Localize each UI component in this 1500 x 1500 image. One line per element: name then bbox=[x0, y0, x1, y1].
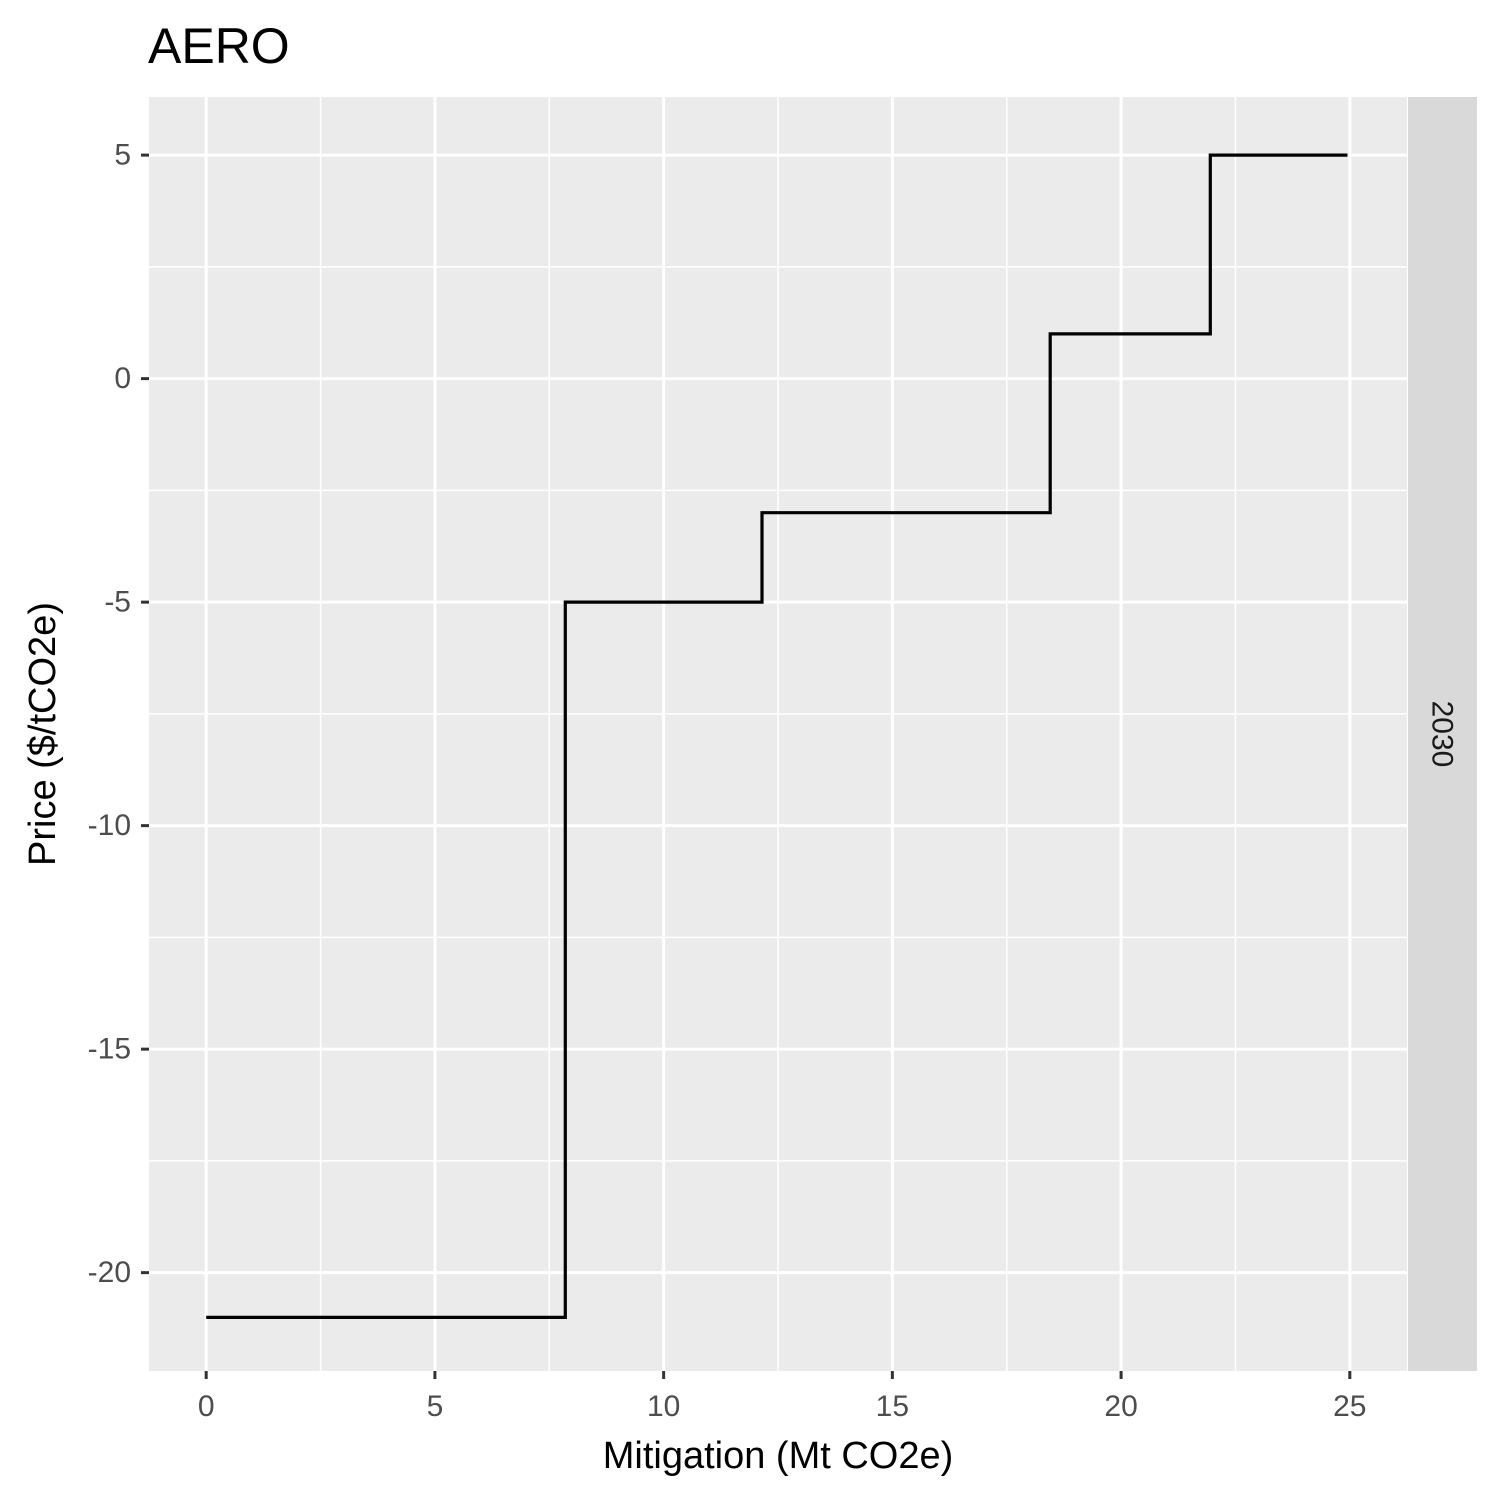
y-tick-label: -20 bbox=[88, 1256, 131, 1289]
facet-strip-label: 2030 bbox=[1426, 701, 1459, 768]
x-tick-label: 10 bbox=[647, 1390, 680, 1423]
y-tick-label: 0 bbox=[114, 362, 131, 395]
y-axis-title: Price ($/tCO2e) bbox=[22, 602, 64, 866]
y-tick-label: 5 bbox=[114, 139, 131, 172]
y-tick-label: -5 bbox=[104, 586, 131, 619]
chart-title: AERO bbox=[148, 18, 290, 74]
data-layer bbox=[206, 153, 1348, 1320]
x-tick-label: 15 bbox=[876, 1390, 909, 1423]
y-tick-label: -15 bbox=[88, 1033, 131, 1066]
x-tick-label: 0 bbox=[198, 1390, 215, 1423]
y-tick-label: -10 bbox=[88, 809, 131, 842]
facet-strip bbox=[1408, 97, 1477, 1371]
x-tick-label: 20 bbox=[1104, 1390, 1137, 1423]
grid-lines bbox=[149, 97, 1407, 1371]
x-axis-title: Mitigation (Mt CO2e) bbox=[603, 1435, 954, 1477]
x-tick-label: 25 bbox=[1333, 1390, 1366, 1423]
x-tick-label: 5 bbox=[427, 1390, 444, 1423]
axes: 0 5 10 15 20 25 5 0 -5 -10 -15 -20 bbox=[88, 139, 1367, 1423]
step-series-line bbox=[206, 153, 1348, 1320]
